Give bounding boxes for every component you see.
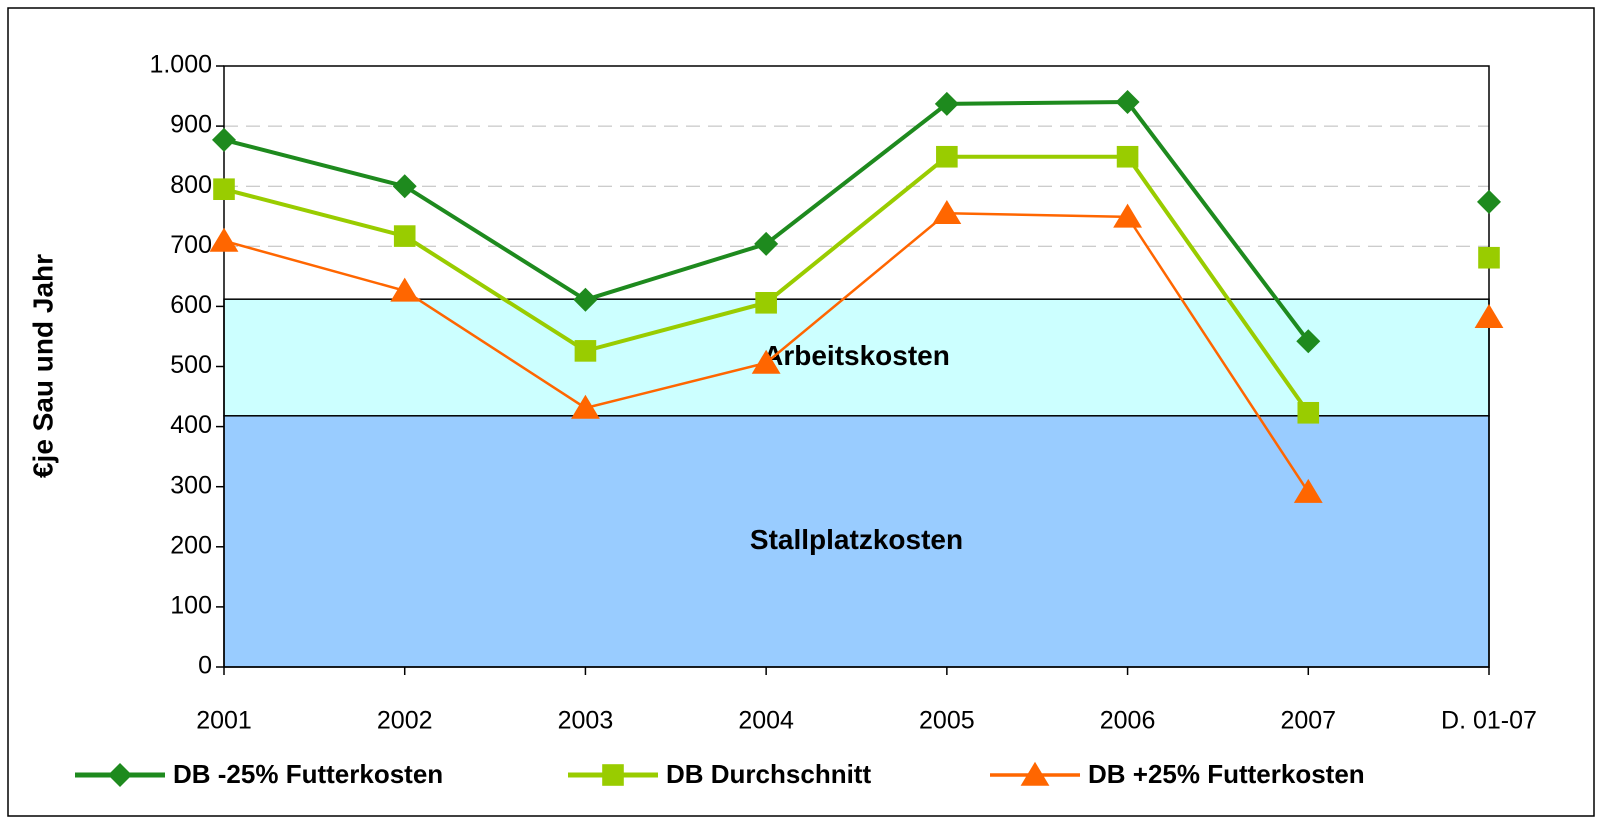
data-point	[1116, 145, 1139, 168]
y-tick-label: 400	[170, 411, 212, 439]
data-point	[209, 227, 239, 252]
y-tick-label: 700	[170, 231, 212, 259]
data-point	[755, 291, 777, 314]
x-tick-label: D. 01-07	[1441, 707, 1537, 735]
y-tick-label: 200	[170, 531, 212, 559]
legend-label: DB -25% Futterkosten	[173, 759, 443, 789]
summary-point	[1477, 189, 1501, 214]
summary-point	[1478, 246, 1500, 269]
legend-label: DB +25% Futterkosten	[1088, 759, 1365, 789]
legend-marker	[108, 763, 132, 787]
data-point	[934, 91, 959, 116]
x-tick-label: 2005	[919, 707, 975, 735]
data-point	[1293, 478, 1323, 503]
data-point	[754, 231, 779, 256]
band-label: Arbeitskosten	[763, 340, 950, 371]
y-tick-label: 0	[198, 652, 212, 680]
y-tick-label: 300	[170, 471, 212, 499]
cost-band	[223, 298, 1490, 417]
data-point	[393, 225, 416, 247]
y-tick-label: 600	[170, 291, 212, 319]
data-point	[1297, 401, 1320, 424]
x-tick-label: 2007	[1280, 707, 1336, 735]
x-tick-label: 2001	[196, 707, 252, 735]
plot-border	[223, 65, 1490, 668]
data-point	[1115, 90, 1140, 115]
legend-label: DB Durchschnitt	[666, 759, 871, 789]
data-point	[212, 127, 236, 152]
band-label: Stallplatzkosten	[750, 524, 963, 555]
y-tick-label: 100	[170, 592, 212, 620]
data-point	[1113, 203, 1142, 228]
x-tick-label: 2004	[738, 707, 794, 735]
data-point	[574, 340, 597, 362]
y-tick-label: 900	[170, 111, 212, 139]
x-tick-label: 2006	[1100, 707, 1156, 735]
x-tick-label: 2002	[377, 707, 433, 735]
summary-point	[1474, 304, 1504, 329]
data-point	[1296, 329, 1321, 354]
y-axis-title: €je Sau und Jahr	[27, 254, 58, 478]
cost-band	[223, 415, 1490, 668]
data-point	[213, 178, 235, 201]
y-tick-label: 1.000	[149, 51, 212, 79]
y-tick-label: 800	[170, 171, 212, 199]
data-point	[932, 200, 962, 225]
data-point	[936, 145, 958, 168]
legend-marker	[602, 764, 624, 786]
data-point	[573, 287, 598, 312]
data-point	[751, 349, 781, 374]
data-point	[392, 174, 417, 199]
data-point	[571, 394, 600, 419]
y-tick-label: 500	[170, 351, 212, 379]
x-tick-label: 2003	[558, 707, 614, 735]
data-point	[390, 277, 420, 302]
legend-marker	[1020, 761, 1050, 786]
